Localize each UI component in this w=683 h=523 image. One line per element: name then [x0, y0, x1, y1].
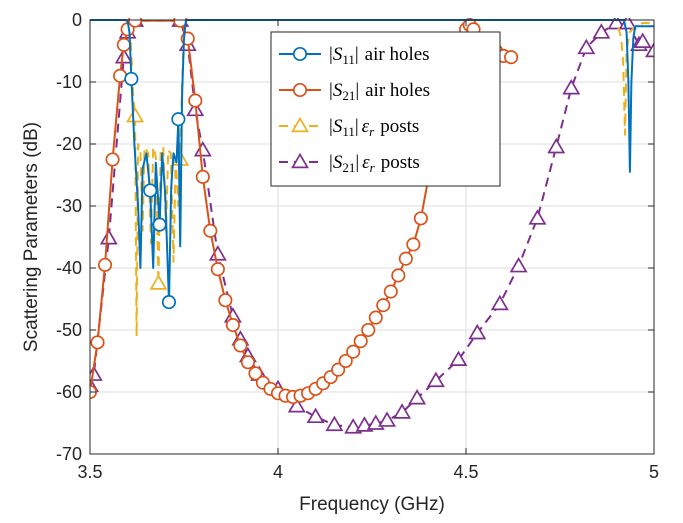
- data-point-circle: [233, 338, 248, 353]
- data-point-circle: [143, 183, 158, 198]
- x-axis-label: Frequency (GHz): [299, 494, 445, 515]
- legend-box: [270, 31, 501, 187]
- data-point-triangle: [449, 350, 468, 367]
- data-point-circle: [225, 317, 240, 333]
- data-point-circle: [90, 335, 105, 350]
- y-tick-label: -20: [56, 134, 82, 154]
- data-point-triangle: [291, 152, 309, 169]
- data-point-triangle: [287, 397, 306, 413]
- data-point-triangle: [114, 48, 133, 64]
- data-point-triangle: [149, 274, 168, 290]
- data-point-triangle: [99, 229, 118, 245]
- data-point-circle: [391, 268, 406, 283]
- data-point-circle: [292, 46, 308, 62]
- data-point-triangle: [528, 209, 547, 225]
- data-point-circle: [195, 169, 210, 184]
- data-point-triangle: [490, 294, 509, 311]
- data-point-triangle: [592, 23, 611, 39]
- data-point-triangle: [291, 116, 309, 133]
- data-point-circle: [504, 50, 519, 65]
- data-point-triangle: [193, 141, 212, 157]
- data-point-circle: [361, 322, 376, 338]
- data-point-triangle: [378, 411, 397, 427]
- data-point-triangle: [468, 323, 487, 340]
- data-point-circle: [203, 223, 218, 238]
- legend-label: |S21| air holes: [329, 80, 430, 103]
- data-point-triangle: [393, 403, 412, 419]
- data-point-circle: [398, 251, 413, 266]
- data-point-circle: [368, 310, 383, 325]
- series-line: [90, 19, 654, 338]
- y-axis-label: Scattering Parameters (dB): [21, 122, 42, 352]
- y-tick-label: -10: [56, 72, 82, 92]
- data-point-triangle: [306, 407, 325, 424]
- data-point-triangle: [562, 79, 581, 95]
- ticks: 3.5 4 4.5 5 0 -10 -20 -30 -40 -50 -60 -70: [56, 10, 659, 482]
- data-point-circle: [152, 217, 167, 232]
- legend-entry: |S11| εr posts: [279, 116, 419, 139]
- legend-entry: |S21| εr posts: [279, 152, 420, 175]
- x-tick-label: 4: [273, 462, 283, 482]
- data-point-circle: [188, 93, 203, 108]
- data-point-circle: [105, 152, 120, 167]
- data-point-circle: [292, 82, 308, 98]
- y-tick-label: -60: [56, 382, 82, 402]
- legend-label: |S11| air holes: [329, 44, 430, 67]
- data-point-triangle: [408, 389, 427, 405]
- data-point-triangle: [577, 38, 596, 55]
- legend-label: |S11| εr posts: [329, 116, 419, 139]
- data-point-triangle: [547, 137, 566, 154]
- data-point-triangle: [325, 415, 344, 432]
- y-tick-label: -30: [56, 196, 82, 216]
- data-point-triangle: [633, 32, 652, 48]
- legend-label: |S21| εr posts: [329, 152, 420, 175]
- legend: |S11| air holes |S21| air holes |S11| εr posts…: [270, 31, 501, 187]
- y-tick-label: -40: [56, 258, 82, 278]
- data-point-triangle: [509, 256, 528, 273]
- data-point-circle: [124, 71, 139, 86]
- x-tick-label: 3.5: [77, 462, 102, 482]
- plot-frame: [89, 19, 655, 455]
- legend-entry: |S11| air holes: [279, 44, 430, 67]
- data-point-circle: [406, 237, 421, 252]
- data-point-circle: [210, 262, 225, 277]
- x-tick-label: 5: [649, 462, 659, 482]
- data-point-circle: [383, 284, 398, 299]
- legend-entry: |S21| air holes: [279, 80, 430, 103]
- data-point-circle: [331, 362, 346, 377]
- data-point-triangle: [607, 18, 626, 30]
- y-tick-label: -70: [56, 444, 82, 464]
- data-point-circle: [161, 295, 177, 310]
- y-tick-label: -50: [56, 320, 82, 340]
- data-point-circle: [218, 293, 233, 308]
- data-point-circle: [346, 344, 361, 359]
- data-point-circle: [240, 355, 255, 370]
- data-point-circle: [353, 334, 368, 349]
- data-point-circle: [97, 257, 113, 272]
- data-point-triangle: [645, 41, 654, 58]
- data-point-circle: [338, 353, 353, 369]
- y-tick-label: 0: [72, 10, 82, 30]
- data-point-circle: [128, 18, 143, 28]
- x-tick-label: 4.5: [453, 462, 478, 482]
- data-point-triangle: [126, 106, 145, 123]
- data-point-triangle: [426, 371, 445, 388]
- data-point-circle: [116, 37, 131, 52]
- data-point-circle: [248, 366, 263, 381]
- data-point-circle: [171, 112, 186, 127]
- data-point-circle: [376, 298, 391, 313]
- data-point-circle: [413, 211, 428, 226]
